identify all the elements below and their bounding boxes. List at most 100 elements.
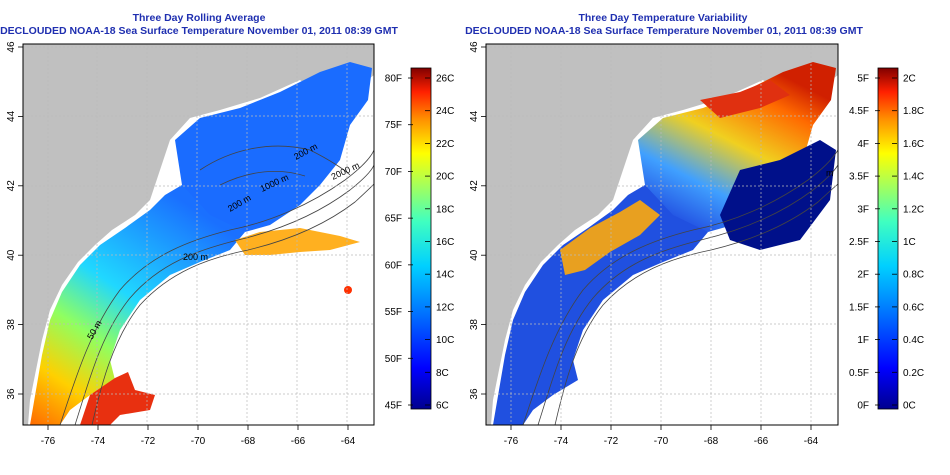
x-tick-label: -74	[554, 436, 569, 447]
right-map-y-axis: 36 38 40 42 44 46	[469, 41, 486, 400]
y-tick-label: 44	[469, 110, 480, 122]
colorbar-label: 1.6C	[903, 139, 924, 150]
y-tick-label: 42	[469, 180, 480, 192]
colorbar-label: 50F	[385, 354, 402, 365]
colorbar-label: 1.2C	[903, 204, 924, 215]
right-map-var-north	[638, 62, 836, 232]
right-map-grid	[486, 44, 838, 425]
colorbar-label: 0C	[903, 401, 916, 412]
colorbar-label: 80F	[385, 74, 402, 85]
x-tick-label: -64	[804, 436, 819, 447]
right-map-contours	[522, 149, 838, 425]
left-colorbar: 26C 24C 22C 20C 18C 16C 14C 12C 10C 8C 6C 80F 75F 70…	[385, 67, 454, 412]
colorbar-label: 0.8C	[903, 270, 924, 281]
y-tick-label: 36	[469, 388, 480, 400]
colorbar-label: 1.5F	[849, 302, 869, 313]
colorbar-label: 60F	[385, 260, 402, 271]
right-colorbar: 5F 4.5F 4F 3.5F 3F 2.5F 2F 1.5F 1F 0.5F 0F 2C 1.8C 1…	[849, 67, 924, 412]
left-map-contour-label: 200 m	[183, 252, 208, 262]
left-map-frame	[22, 43, 375, 426]
colorbar-label: 55F	[385, 307, 402, 318]
colorbar-label: 26C	[436, 74, 454, 85]
right-map-frame	[485, 43, 839, 426]
colorbar-label: 18C	[436, 204, 454, 215]
colorbar-label: 2C	[903, 74, 916, 85]
right-map-x-axis: -76 -74 -72 -70 -68 -66 -64	[504, 425, 819, 447]
x-tick-label: -64	[341, 436, 356, 447]
colorbar-label: 0.6C	[903, 302, 924, 313]
right-map: m -76 -74 -72 -70 -68 -66 -64 36 38 40 42 44 46 5F 4…	[469, 41, 924, 447]
colorbar-label: 4.5F	[849, 106, 869, 117]
x-tick-label: -76	[504, 436, 519, 447]
left-map-grid	[23, 44, 374, 425]
x-tick-label: -74	[91, 436, 106, 447]
right-colorbar-gradient	[877, 67, 899, 410]
colorbar-label: 0.5F	[849, 368, 869, 379]
left-map-title: Three Day Rolling Average	[132, 12, 266, 24]
colorbar-label: 45F	[385, 401, 402, 412]
colorbar-label: 65F	[385, 214, 402, 225]
x-tick-label: -66	[291, 436, 306, 447]
colorbar-label: 16C	[436, 237, 454, 248]
y-tick-label: 46	[6, 41, 17, 53]
right-map-var-hot	[700, 80, 790, 118]
colorbar-label: 2F	[857, 270, 869, 281]
left-map-subtitle: DECLOUDED NOAA-18 Sea Surface Temperatur…	[0, 25, 398, 37]
right-map-land	[486, 44, 838, 425]
left-map-land	[23, 44, 374, 425]
left-colorbar-gradient	[410, 67, 432, 410]
colorbar-label: 20C	[436, 172, 454, 183]
colorbar-label: 4F	[857, 139, 869, 150]
x-tick-label: -76	[41, 436, 56, 447]
colorbar-label: 14C	[436, 270, 454, 281]
right-map-var-shelf	[493, 185, 708, 425]
colorbar-label: 75F	[385, 120, 402, 131]
right-map-title: Three Day Temperature Variability	[578, 12, 748, 24]
colorbar-label: 0F	[857, 401, 869, 412]
colorbar-label: 22C	[436, 139, 454, 150]
x-tick-label: -70	[654, 436, 669, 447]
y-tick-label: 40	[469, 249, 480, 261]
right-map-var-deep	[720, 140, 836, 250]
colorbar-label: 24C	[436, 106, 454, 117]
colorbar-label: 3.5F	[849, 172, 869, 183]
x-tick-label: -68	[704, 436, 719, 447]
colorbar-label: 2.5F	[849, 237, 869, 248]
colorbar-label: 1F	[857, 335, 869, 346]
y-tick-label: 44	[6, 110, 17, 122]
right-map-contour-label: m	[826, 168, 834, 178]
left-map-x-axis: -76 -74 -72 -70 -68 -66 -64	[41, 425, 356, 447]
colorbar-label: 12C	[436, 302, 454, 313]
left-map-sst-warm-edge	[235, 228, 360, 255]
left-map-sst-gulfstream	[80, 372, 155, 425]
y-tick-label: 36	[6, 388, 17, 400]
x-tick-label: -72	[141, 436, 156, 447]
left-map-sst-north	[175, 62, 372, 232]
y-tick-label: 42	[6, 180, 17, 192]
colorbar-label: 0.4C	[903, 335, 924, 346]
colorbar-label: 0.2C	[903, 368, 924, 379]
right-map-subtitle: DECLOUDED NOAA-18 Sea Surface Temperatur…	[465, 25, 863, 37]
y-tick-label: 46	[469, 41, 480, 53]
right-map-var-warm	[560, 200, 660, 275]
colorbar-label: 70F	[385, 167, 402, 178]
colorbar-label: 5F	[857, 74, 869, 85]
colorbar-label: 8C	[436, 368, 449, 379]
x-tick-label: -70	[191, 436, 206, 447]
left-map: 200 m 200 m 1000 m 2000 m 50 m 200 m -76…	[6, 41, 454, 447]
colorbar-label: 1C	[903, 237, 916, 248]
x-tick-label: -72	[604, 436, 619, 447]
x-tick-label: -68	[241, 436, 256, 447]
y-tick-label: 40	[6, 249, 17, 261]
colorbar-label: 1.4C	[903, 172, 924, 183]
y-tick-label: 38	[6, 319, 17, 331]
y-tick-label: 38	[469, 319, 480, 331]
colorbar-label: 3F	[857, 204, 869, 215]
left-map-contours	[59, 145, 374, 425]
left-map-sst-eddy	[344, 286, 352, 294]
colorbar-label: 1.8C	[903, 106, 924, 117]
x-tick-label: -66	[754, 436, 769, 447]
colorbar-label: 10C	[436, 335, 454, 346]
colorbar-label: 6C	[436, 401, 449, 412]
left-map-sst-shelf	[30, 185, 245, 425]
